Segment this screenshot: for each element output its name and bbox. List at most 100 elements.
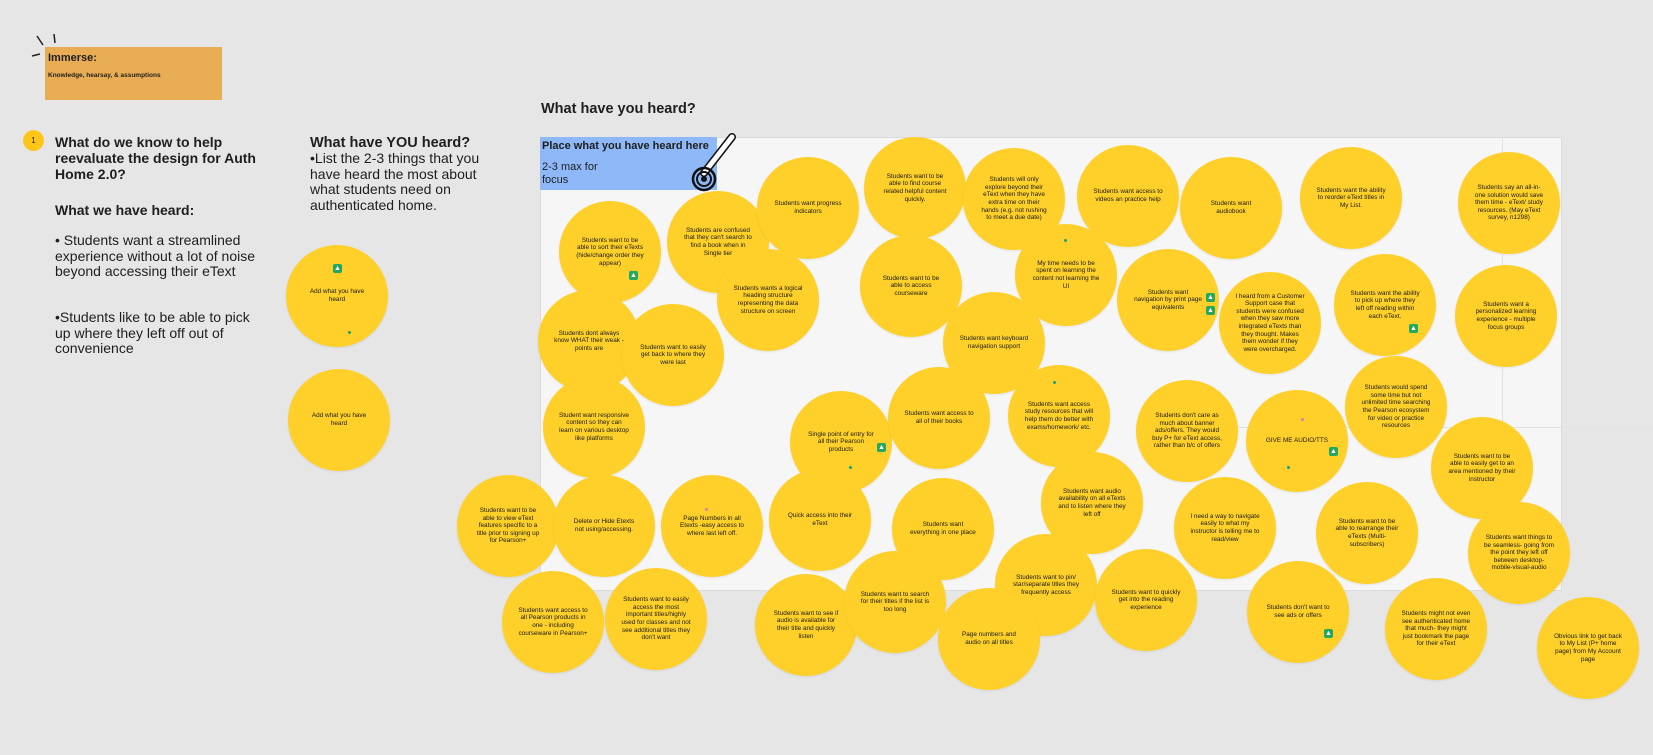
sticky-text: Students want to easily access the most … xyxy=(621,596,691,642)
reaction-dot xyxy=(849,466,852,469)
add-sticky-note[interactable]: Add what you have heard xyxy=(288,369,390,471)
sticky-text: Delete or Hide Etexts not using/accessin… xyxy=(573,518,635,533)
sticky-note[interactable]: Students want access study resources tha… xyxy=(1008,365,1110,467)
reaction-dot xyxy=(1301,418,1304,421)
you-heard-instructions: •List the 2-3 things that you have heard… xyxy=(310,150,480,213)
sticky-note[interactable]: Students want audiobook xyxy=(1180,157,1282,259)
reaction-dot xyxy=(348,331,351,334)
pen-icon xyxy=(691,133,736,192)
sticky-note[interactable]: Students want access to all of their boo… xyxy=(888,367,990,469)
heard-item: •Students like to be able to pick up whe… xyxy=(55,309,250,356)
sticky-note[interactable]: Students want to be able to easily get t… xyxy=(1431,417,1533,519)
sticky-text: Students want to be able to view eText f… xyxy=(476,507,540,545)
sticky-text: Single point of entry for all their Pear… xyxy=(808,430,874,453)
sticky-text: Page Numbers in all Etexts -easy access … xyxy=(680,514,744,537)
sticky-text: Add what you have heard xyxy=(311,412,367,427)
thumbs-up-icon: ▲ xyxy=(1329,447,1338,456)
add-sticky-note[interactable]: Add what you have heard xyxy=(286,245,388,347)
sticky-note[interactable]: Quick access into their eText xyxy=(769,469,871,571)
sticky-text: Students want a personalized learning ex… xyxy=(1475,300,1537,331)
sticky-note[interactable]: Students want access to videos an practi… xyxy=(1077,145,1179,247)
place-card[interactable]: Place what you have heard here 2-3 max f… xyxy=(540,137,717,190)
sticky-text: Students want to be able to find course … xyxy=(883,172,947,203)
sticky-note[interactable]: Students want navigation by print page e… xyxy=(1117,249,1219,351)
thumbs-up-icon: ▲ xyxy=(1324,629,1333,638)
sticky-text: Students want access to all of their boo… xyxy=(904,410,974,425)
sticky-note[interactable]: Students want to search for their titles… xyxy=(844,551,946,653)
sticky-note[interactable]: Students want to quickly get into the re… xyxy=(1095,549,1197,651)
sticky-text: Students want to pin/ star/separate titl… xyxy=(1012,573,1080,596)
thumbs-up-icon: ▲ xyxy=(877,443,886,452)
sticky-note[interactable]: Students wants a logical heading structu… xyxy=(717,249,819,351)
sticky-note[interactable]: Students want progress indicators xyxy=(757,157,859,259)
sticky-note[interactable]: I need a way to navigate easily to what … xyxy=(1174,477,1276,579)
sticky-text: Students want access to all Pearson prod… xyxy=(518,606,588,637)
sticky-note[interactable]: Students want to be able to rearrange th… xyxy=(1316,482,1418,584)
thumbs-up-icon: ▲ xyxy=(1206,306,1215,315)
sticky-note[interactable]: Students want to be able to sort their e… xyxy=(559,201,661,303)
sticky-note[interactable]: Student want responsive content so they … xyxy=(543,376,645,478)
sticky-text: Students don't want to see ads or offers xyxy=(1266,604,1330,619)
reaction-dot xyxy=(1064,239,1067,242)
sticky-note[interactable]: Obvious link to get back to My List (P+ … xyxy=(1537,597,1639,699)
sticky-text: Students are confused that they can't se… xyxy=(684,226,752,257)
sticky-note[interactable]: Students don't care as much about banner… xyxy=(1136,380,1238,482)
sticky-note[interactable]: Students want a personalized learning ex… xyxy=(1455,265,1557,367)
sticky-text: Students want to be able to rearrange th… xyxy=(1335,517,1399,548)
sticky-text: Students would spend some time but not u… xyxy=(1361,384,1431,430)
sticky-text: Students want access to videos an practi… xyxy=(1093,188,1163,203)
sticky-text: Students want to search for their titles… xyxy=(860,590,930,613)
sticky-note[interactable]: Students want things to be seamless- goi… xyxy=(1468,502,1570,604)
sticky-note[interactable]: Students want the ability to pick up whe… xyxy=(1334,254,1436,356)
sticky-note[interactable]: Students want to easily get back to wher… xyxy=(622,304,724,406)
sticky-text: Students want to see if audio is availab… xyxy=(773,609,839,640)
header-subtitle: Knowledge, hearsay, & assumptions xyxy=(48,72,161,79)
sticky-text: Quick access into their eText xyxy=(787,512,853,527)
sticky-note[interactable]: GIVE ME AUDIO/TTS xyxy=(1246,390,1348,492)
sticky-text: Page numbers and audio on all titles xyxy=(961,631,1016,646)
sticky-text: Students want the ability to reorder eTe… xyxy=(1316,186,1386,209)
sticky-text: I heard from a Customer Support case tha… xyxy=(1235,292,1305,353)
heard-item: • Students want a streamlined experience… xyxy=(55,232,256,279)
sticky-text: Students don't care as much about banner… xyxy=(1152,412,1222,450)
sticky-note[interactable]: Students want to be able to find course … xyxy=(864,137,966,239)
sticky-note[interactable]: Students say an all-in-one solution woul… xyxy=(1458,152,1560,254)
sticky-text: Students want things to be seamless- goi… xyxy=(1484,534,1554,572)
sticky-note[interactable]: Students don't want to see ads or offers xyxy=(1247,561,1349,663)
sticky-note[interactable]: I heard from a Customer Support case tha… xyxy=(1219,272,1321,374)
sticky-note[interactable]: Students want to see if audio is availab… xyxy=(755,574,857,676)
sticky-text: Students will only explore beyond their … xyxy=(981,176,1047,222)
header-card[interactable]: Immerse: Knowledge, hearsay, & assumptio… xyxy=(45,47,222,100)
sticky-note[interactable]: Delete or Hide Etexts not using/accessin… xyxy=(553,475,655,577)
sticky-text: Students want the ability to pick up whe… xyxy=(1350,289,1420,320)
sticky-note[interactable]: Students would spend some time but not u… xyxy=(1345,356,1447,458)
sticky-text: GIVE ME AUDIO/TTS xyxy=(1265,437,1329,445)
sticky-note[interactable]: Students want access to all Pearson prod… xyxy=(502,571,604,673)
sticky-note[interactable]: Students will only explore beyond their … xyxy=(963,148,1065,250)
thumbs-up-icon: ▲ xyxy=(1206,293,1215,302)
sticky-text: Add what you have heard xyxy=(309,288,365,303)
reaction-dot xyxy=(1053,381,1056,384)
sticky-note[interactable]: Students want the ability to reorder eTe… xyxy=(1300,147,1402,249)
sticky-text: Students might not even see authenticate… xyxy=(1401,610,1471,648)
sticky-note[interactable]: Students want to easily access the most … xyxy=(605,568,707,670)
sticky-note[interactable]: Page numbers and audio on all titles xyxy=(938,588,1040,690)
sticky-text: Students want access study resources tha… xyxy=(1024,400,1094,431)
sticky-text: Students want progress indicators xyxy=(774,200,842,215)
sticky-note[interactable]: Page Numbers in all Etexts -easy access … xyxy=(661,475,763,577)
sticky-note[interactable]: Students want to be able to view eText f… xyxy=(457,475,559,577)
sticky-text: Students want to easily get back to wher… xyxy=(640,343,706,366)
reaction-dot xyxy=(1287,466,1290,469)
place-subtitle: 2-3 max for focus xyxy=(542,161,598,186)
sticky-text: Students want navigation by print page e… xyxy=(1134,288,1202,311)
sticky-text: Students want to quickly get into the re… xyxy=(1111,588,1181,611)
sticky-note[interactable]: Students want to be able to access cours… xyxy=(860,235,962,337)
sticky-text: Students want to be able to easily get t… xyxy=(1448,452,1516,483)
sticky-text: Students dont always know WHAT their wea… xyxy=(554,329,624,352)
sticky-text: Students want to be able to access cours… xyxy=(882,274,940,297)
thumbs-up-icon: ▲ xyxy=(1409,324,1418,333)
sticky-text: Students want audiobook xyxy=(1210,200,1252,215)
sticky-note[interactable]: Students might not even see authenticate… xyxy=(1385,578,1487,680)
header-title: Immerse: xyxy=(48,52,97,64)
step-badge: 1 xyxy=(23,130,44,151)
